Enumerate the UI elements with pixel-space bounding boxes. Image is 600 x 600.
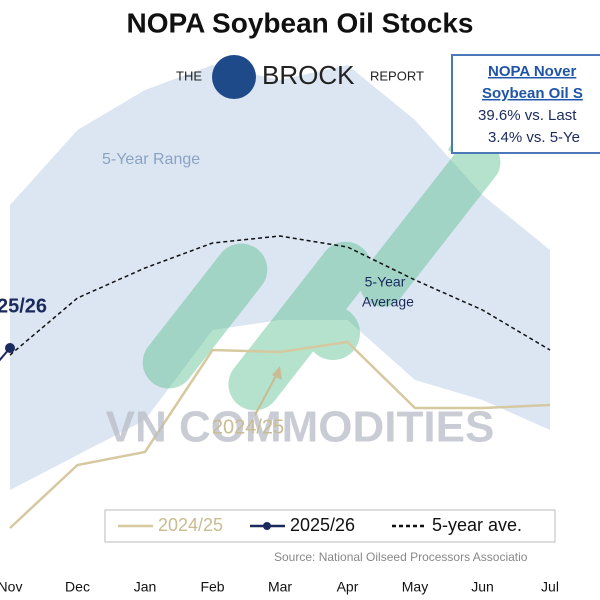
info-line: 39.6% vs. Last: [478, 107, 577, 124]
info-line: 3.4% vs. 5-Ye: [488, 129, 580, 146]
logo-right: REPORT: [370, 68, 424, 83]
x-tick-label: Apr: [337, 579, 359, 595]
x-tick-label: Feb: [200, 579, 224, 595]
annotation-arrowhead: [272, 366, 282, 380]
x-tick-label: Jun: [471, 579, 494, 595]
annotation: 5-Year: [365, 274, 406, 290]
range-area: [10, 65, 550, 490]
info-line: NOPA Nover: [488, 63, 577, 80]
annotation: 2024/25: [212, 416, 284, 438]
annotation-arrow: [254, 371, 279, 416]
info-lines: NOPA Nover Soybean Oil S 39.6% vs. Last 3.4…: [478, 63, 583, 146]
legend-items: 2024/25 2025/26 5-year ave.: [118, 515, 522, 535]
legend-marker: [263, 522, 271, 530]
lines-layer: [0, 235, 551, 529]
legend: [104, 509, 556, 543]
x-tick-label: Mar: [268, 579, 292, 595]
logo-middle: BROCK: [262, 60, 355, 90]
source: Source: National Oilseed Processors Asso…: [274, 550, 528, 564]
watermark: VN COMMODITIES: [106, 403, 495, 452]
x-tick-label: Jan: [134, 579, 157, 595]
logo-left: THE: [176, 68, 202, 83]
info-box: [451, 54, 600, 154]
series-line: [9, 340, 551, 529]
series-marker: [5, 343, 15, 353]
x-tick-label: Jul: [541, 579, 559, 595]
range-layer: [10, 65, 550, 490]
x-tick-label: Dec: [65, 579, 90, 595]
legend-label: 5-year ave.: [432, 515, 522, 535]
chart-title: NOPA Soybean Oil Stocks: [127, 7, 474, 38]
x-axis: Nov Dec Jan Feb Mar Apr May Jun Jul: [0, 579, 559, 595]
legend-label: 2024/25: [158, 515, 223, 535]
legend-label: 2025/26: [290, 515, 355, 535]
x-tick-label: Nov: [0, 579, 22, 595]
annotation: Average: [362, 294, 414, 310]
x-tick-label: May: [402, 579, 428, 595]
series-line: [9, 235, 551, 356]
info-line: Soybean Oil S: [482, 85, 583, 102]
range-label: 5-Year Range: [102, 151, 200, 168]
logo-globe: [212, 55, 256, 99]
annotation: 25/26: [0, 295, 47, 317]
